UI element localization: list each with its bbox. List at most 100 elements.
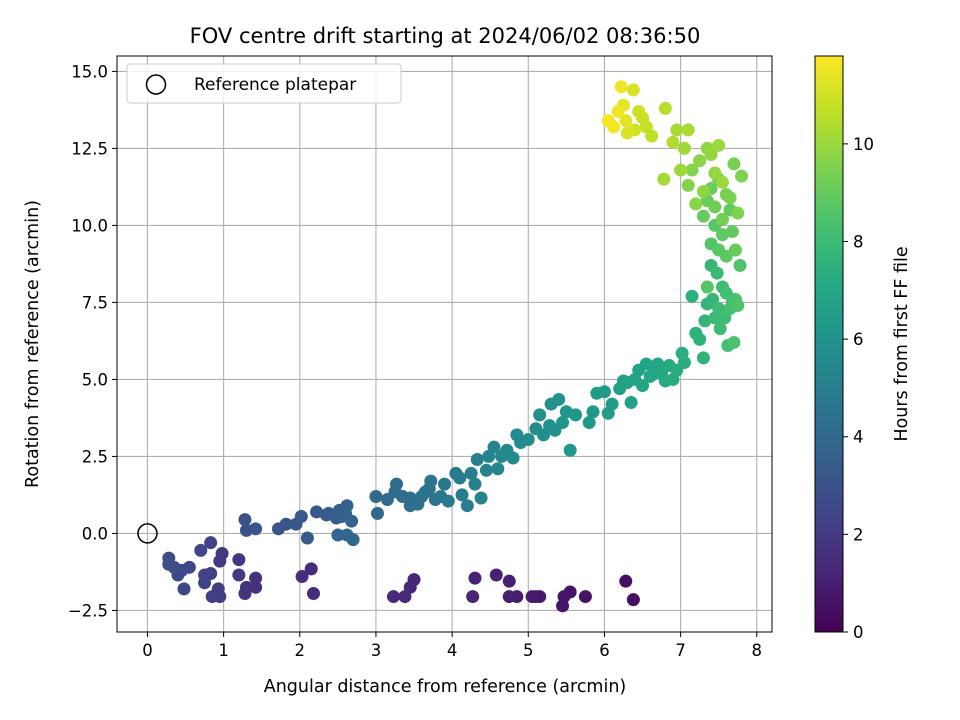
data-point-137: [693, 332, 707, 346]
data-point-80: [438, 477, 451, 491]
data-point-89: [474, 491, 488, 505]
data-point-19: [307, 586, 320, 600]
data-point-106: [552, 392, 566, 406]
plot-frame: [116, 55, 773, 633]
data-point-53: [310, 505, 324, 519]
data-point-52: [300, 531, 314, 545]
x-tick-label-5: 5: [523, 641, 534, 660]
data-point-206: [601, 114, 615, 128]
colorbar-tick-label-1: 2: [853, 525, 864, 544]
data-point-83: [453, 471, 467, 485]
data-point-85: [460, 499, 474, 513]
x-tick-label-4: 4: [447, 641, 458, 660]
data-point-173: [723, 191, 737, 205]
data-point-22: [249, 571, 263, 585]
colorbar: Hours from first FF file 0 2 4 6 8 10: [814, 55, 912, 642]
data-point-21: [295, 570, 309, 584]
data-point-111: [582, 416, 596, 430]
data-point-146: [713, 322, 727, 336]
data-point-96: [506, 451, 520, 465]
data-point-124: [639, 357, 653, 371]
data-points: [162, 80, 749, 613]
x-tick-label-8: 8: [752, 641, 763, 660]
colorbar-gradient: [814, 55, 844, 633]
data-point-169: [708, 200, 722, 214]
data-point-175: [731, 206, 745, 220]
data-point-135: [685, 289, 699, 303]
data-point-14: [466, 590, 480, 604]
data-point-153: [727, 335, 741, 349]
data-point-64: [346, 533, 360, 547]
y-tick-label-0: −2.5: [68, 601, 108, 620]
data-point-201: [619, 114, 633, 128]
data-point-191: [681, 123, 695, 137]
colorbar-tick-label-5: 10: [853, 135, 874, 154]
data-point-62: [331, 528, 345, 542]
data-point-77: [424, 474, 438, 488]
data-point-200: [620, 126, 634, 140]
colorbar-label: Hours from first FF file: [892, 246, 912, 441]
data-point-164: [725, 225, 739, 239]
data-point-186: [715, 175, 729, 189]
data-point-165: [728, 243, 742, 257]
data-point-156: [733, 258, 747, 272]
data-point-144: [710, 266, 724, 280]
data-point-0: [626, 593, 640, 607]
data-point-180: [693, 154, 707, 168]
data-point-139: [698, 314, 712, 328]
data-point-183: [704, 148, 718, 162]
data-point-107: [556, 416, 570, 430]
data-point-99: [521, 432, 535, 446]
data-point-157: [700, 280, 714, 294]
data-point-185: [712, 138, 726, 152]
y-tick-label-7: 15.0: [71, 62, 108, 81]
data-point-1: [619, 574, 633, 588]
data-point-190: [670, 123, 684, 137]
data-point-10: [502, 574, 516, 588]
data-point-20: [304, 562, 318, 576]
y-tick-label-2: 2.5: [82, 447, 108, 466]
data-point-161: [715, 228, 729, 242]
data-point-162: [719, 249, 733, 263]
data-point-92: [487, 440, 501, 454]
data-point-204: [611, 104, 625, 118]
data-point-174: [727, 157, 741, 171]
legend: Reference platepar: [126, 63, 402, 104]
data-point-123: [636, 379, 650, 393]
data-point-65: [370, 506, 384, 520]
legend-label-reference-platepar: Reference platepar: [194, 75, 356, 95]
data-point-101: [533, 408, 547, 422]
data-point-12: [489, 568, 503, 582]
colorbar-tick-label-3: 6: [853, 330, 864, 349]
data-point-25: [238, 586, 252, 600]
data-point-179: [689, 197, 703, 211]
y-tick-label-1: 0.0: [82, 524, 108, 543]
data-point-23: [249, 580, 263, 594]
data-point-81: [441, 494, 455, 508]
data-point-86: [464, 466, 478, 480]
data-point-145: [712, 302, 726, 316]
data-point-8: [525, 590, 539, 604]
x-tick-label-2: 2: [295, 641, 306, 660]
reference-platepar-marker: [137, 523, 158, 544]
data-point-37: [194, 543, 208, 557]
data-point-120: [624, 396, 638, 410]
data-point-18: [386, 590, 400, 604]
data-point-171: [715, 212, 729, 226]
data-point-116: [605, 397, 619, 411]
data-point-13: [468, 571, 482, 585]
data-point-102: [537, 428, 551, 442]
data-point-178: [685, 163, 699, 177]
y-tick-label-6: 12.5: [71, 139, 108, 158]
data-point-110: [569, 408, 582, 422]
data-point-112: [586, 405, 600, 419]
x-axis-label: Angular distance from reference (arcmin): [264, 677, 627, 697]
x-tick-label-7: 7: [675, 641, 686, 660]
data-point-88: [470, 453, 484, 467]
data-point-2: [578, 590, 592, 604]
data-point-155: [731, 298, 745, 312]
data-point-26: [232, 568, 246, 582]
data-point-134: [677, 355, 691, 369]
data-point-166: [696, 209, 710, 223]
